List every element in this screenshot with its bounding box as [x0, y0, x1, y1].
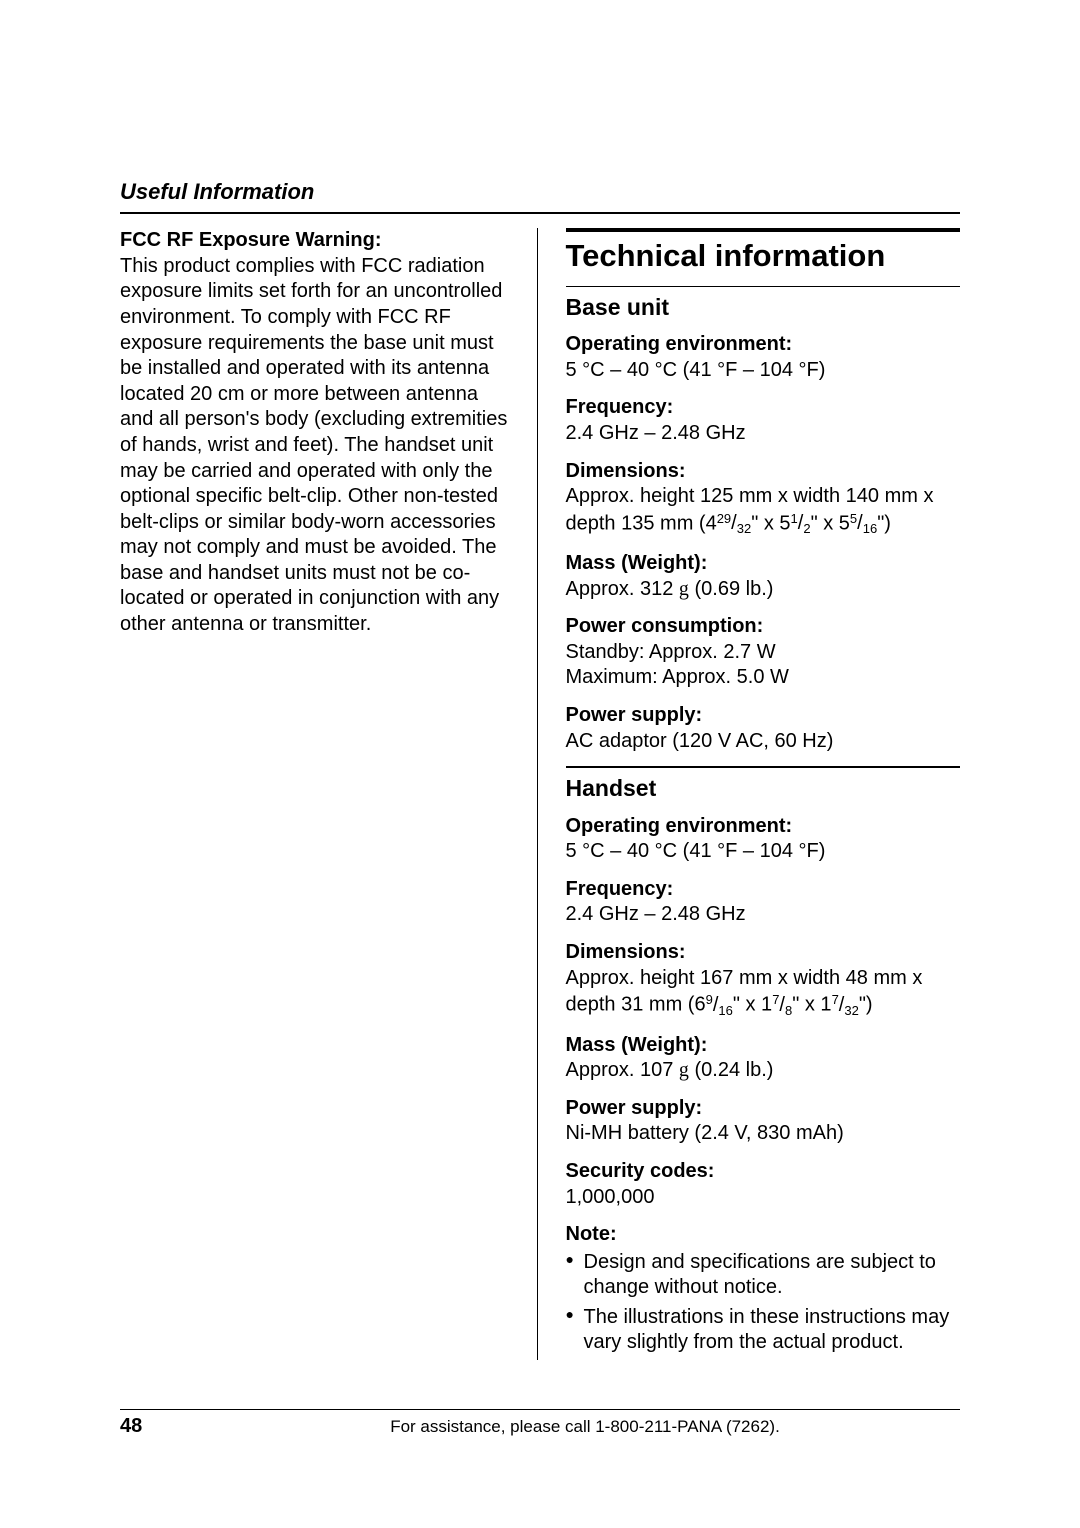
base-dim-f3d: 16: [863, 521, 877, 536]
handset-mass-g: g: [679, 1059, 689, 1081]
base-dim-mid2: " x 5: [811, 512, 850, 534]
handset-dim-frac3: 7/32: [832, 994, 859, 1016]
handset-dim-line1: Approx. height 167 mm x width 48 mm x: [566, 966, 961, 992]
handset-freq-label: Frequency:: [566, 877, 961, 903]
base-dim-line2: depth 135 mm (429/32" x 51/2" x 55/16"): [566, 510, 961, 539]
base-mass: Mass (Weight): Approx. 312 g (0.69 lb.): [566, 551, 961, 602]
columns: FCC RF Exposure Warning: This product co…: [120, 228, 960, 1360]
footer-assist: For assistance, please call 1-800-211-PA…: [210, 1416, 960, 1438]
handset-sec-label: Security codes:: [566, 1159, 961, 1185]
handset-env: Operating environment: 5 °C – 40 °C (41 …: [566, 814, 961, 865]
handset-dim-frac2: 7/8: [772, 994, 792, 1016]
handset-dim-f3n: 7: [832, 992, 839, 1007]
base-mass-prefix: Approx. 312: [566, 578, 679, 600]
base-env-label: Operating environment:: [566, 332, 961, 358]
handset-dim-mid1: " x 1: [733, 994, 772, 1016]
handset-dim-f2d: 8: [785, 1003, 792, 1018]
note-block: Note: Design and specifications are subj…: [566, 1222, 961, 1356]
handset-rule: [566, 766, 961, 768]
base-dim-f2n: 1: [791, 511, 798, 526]
base-dim-prefix: depth 135 mm (4: [566, 512, 717, 534]
handset-dim-f1n: 9: [706, 992, 713, 1007]
base-dim-f1n: 29: [717, 511, 731, 526]
running-head: Useful Information: [120, 178, 960, 206]
handset-psupply-label: Power supply:: [566, 1096, 961, 1122]
handset-freq: Frequency: 2.4 GHz – 2.48 GHz: [566, 877, 961, 928]
base-pcons-l1: Standby: Approx. 2.7 W: [566, 640, 961, 666]
section-rule-under: [566, 286, 961, 287]
handset-dim-line2: depth 31 mm (69/16" x 17/8" x 17/32"): [566, 991, 961, 1020]
base-dim-f3n: 5: [850, 511, 857, 526]
base-mass-label: Mass (Weight):: [566, 551, 961, 577]
note-item-1: Design and specifications are subject to…: [566, 1250, 961, 1301]
page: Useful Information FCC RF Exposure Warni…: [0, 0, 1080, 1528]
fcc-heading: FCC RF Exposure Warning:: [120, 229, 381, 251]
base-dim-frac1: 29/32: [717, 512, 752, 534]
footer-rule: [120, 1409, 960, 1410]
handset-dim-f1d: 16: [718, 1003, 732, 1018]
handset-dim-f3d: 32: [844, 1003, 858, 1018]
base-heading: Base unit: [566, 293, 961, 322]
footer-row: 48 For assistance, please call 1-800-211…: [120, 1414, 960, 1440]
base-dim-f2d: 2: [803, 521, 810, 536]
base-pcons-label: Power consumption:: [566, 614, 961, 640]
base-dim-suffix: "): [877, 512, 891, 534]
base-dim-label: Dimensions:: [566, 459, 961, 485]
handset-mass-label: Mass (Weight):: [566, 1033, 961, 1059]
base-psupply-label: Power supply:: [566, 703, 961, 729]
base-dim-frac3: 5/16: [850, 512, 877, 534]
base-mass-value: Approx. 312 g (0.69 lb.): [566, 577, 961, 603]
left-column: FCC RF Exposure Warning: This product co…: [120, 228, 538, 1360]
note-label: Note:: [566, 1222, 961, 1248]
base-psupply: Power supply: AC adaptor (120 V AC, 60 H…: [566, 703, 961, 754]
base-env-value: 5 °C – 40 °C (41 °F – 104 °F): [566, 358, 961, 384]
base-freq: Frequency: 2.4 GHz – 2.48 GHz: [566, 395, 961, 446]
top-rule: [120, 212, 960, 214]
fcc-block: FCC RF Exposure Warning: This product co…: [120, 228, 515, 638]
base-freq-value: 2.4 GHz – 2.48 GHz: [566, 421, 961, 447]
handset-dim-suffix: "): [859, 994, 873, 1016]
fcc-body: This product complies with FCC radiation…: [120, 255, 507, 635]
base-dim-mid1: " x 5: [751, 512, 790, 534]
handset-sec: Security codes: 1,000,000: [566, 1159, 961, 1210]
base-mass-suffix: (0.69 lb.): [689, 578, 773, 600]
handset-env-label: Operating environment:: [566, 814, 961, 840]
section-rule-top: [566, 228, 961, 232]
handset-dim-prefix: depth 31 mm (6: [566, 994, 706, 1016]
note-list: Design and specifications are subject to…: [566, 1250, 961, 1356]
note-item-2: The illustrations in these instructions …: [566, 1305, 961, 1356]
base-freq-label: Frequency:: [566, 395, 961, 421]
base-pcons: Power consumption: Standby: Approx. 2.7 …: [566, 614, 961, 691]
base-env: Operating environment: 5 °C – 40 °C (41 …: [566, 332, 961, 383]
right-column: Technical information Base unit Operatin…: [566, 228, 961, 1360]
handset-dim-mid2: " x 1: [792, 994, 831, 1016]
base-dim-line1: Approx. height 125 mm x width 140 mm x: [566, 484, 961, 510]
handset-mass-suffix: (0.24 lb.): [689, 1059, 773, 1081]
handset-env-value: 5 °C – 40 °C (41 °F – 104 °F): [566, 839, 961, 865]
handset-dim: Dimensions: Approx. height 167 mm x widt…: [566, 940, 961, 1020]
page-number: 48: [120, 1414, 210, 1440]
handset-sec-value: 1,000,000: [566, 1185, 961, 1211]
handset-psupply-value: Ni-MH battery (2.4 V, 830 mAh): [566, 1121, 961, 1147]
handset-mass: Mass (Weight): Approx. 107 g (0.24 lb.): [566, 1033, 961, 1084]
base-dim: Dimensions: Approx. height 125 mm x widt…: [566, 459, 961, 539]
handset-freq-value: 2.4 GHz – 2.48 GHz: [566, 902, 961, 928]
handset-mass-value: Approx. 107 g (0.24 lb.): [566, 1058, 961, 1084]
handset-dim-frac1: 9/16: [706, 994, 733, 1016]
handset-psupply: Power supply: Ni-MH battery (2.4 V, 830 …: [566, 1096, 961, 1147]
handset-heading: Handset: [566, 774, 961, 803]
handset-dim-label: Dimensions:: [566, 940, 961, 966]
handset-dim-f2n: 7: [772, 992, 779, 1007]
base-psupply-value: AC adaptor (120 V AC, 60 Hz): [566, 729, 961, 755]
base-dim-f1d: 32: [737, 521, 751, 536]
section-title: Technical information: [566, 236, 961, 276]
base-pcons-l2: Maximum: Approx. 5.0 W: [566, 665, 961, 691]
footer: 48 For assistance, please call 1-800-211…: [120, 1409, 960, 1440]
base-mass-g: g: [679, 578, 689, 600]
base-dim-frac2: 1/2: [791, 512, 811, 534]
handset-mass-prefix: Approx. 107: [566, 1059, 679, 1081]
